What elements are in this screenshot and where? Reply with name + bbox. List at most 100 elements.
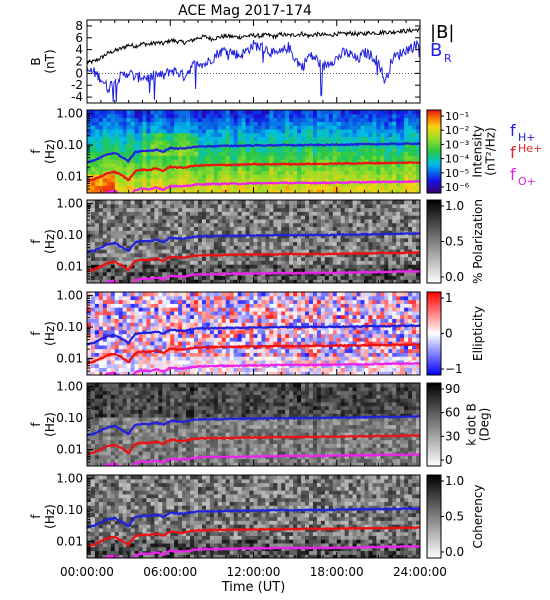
- legend-b-magnitude: |B|: [430, 22, 454, 43]
- f-h-line: [87, 323, 420, 346]
- colorbar: 1.0 0.5 0.0 Coherency: [426, 474, 485, 559]
- y-tick-label: 0.01: [56, 535, 83, 549]
- f-he-line: [87, 526, 420, 548]
- x-tick-label: 18:00:00: [310, 565, 364, 579]
- colorbar-tick-label: 10⁻²: [445, 124, 469, 137]
- colorbar-tick-label: 1.0: [445, 199, 464, 213]
- y-tick-label: 6: [75, 31, 83, 45]
- panel-polarization: 1.00 0.10 0.01 f (Hz) 1.0 0.5 0.0 % Polarization: [29, 197, 485, 284]
- colorbar-tick-label: 0: [445, 453, 453, 467]
- colorbar-tick-label: 10⁻³: [445, 138, 469, 151]
- y-axis-unit: (Hz): [43, 412, 57, 437]
- legend-b-radial: B: [430, 40, 442, 61]
- colorbar-tick-label: 0.0: [445, 545, 464, 559]
- colorbar: 90 60 30 0 k dot B (Deg): [426, 382, 492, 467]
- y-tick-label: 0.01: [56, 443, 83, 457]
- panel-k-dot-b: 1.00 0.10 0.01 f (Hz) 90 60 30 0 k dot B (Deg): [29, 380, 492, 467]
- f-he-line: [87, 433, 420, 456]
- legend-he-sub: He+: [518, 142, 542, 155]
- colorbar-tick-label: 60: [445, 406, 460, 420]
- colorbar-label: % Polarization: [471, 199, 485, 284]
- colorbar: 1.0 0.5 0.0 % Polarization: [426, 199, 485, 284]
- f-o-line: [102, 269, 420, 283]
- colorbar-frame: [426, 382, 442, 467]
- f-h-line: [87, 415, 420, 437]
- y-tick-label: 1.00: [56, 472, 83, 486]
- colorbar: 1 0 −1 Ellipticity: [426, 291, 485, 376]
- spectrogram: [87, 475, 420, 558]
- x-tick-label: 24:00:00: [393, 565, 447, 579]
- y-axis-unit: (Hz): [43, 504, 57, 529]
- y-tick-label: -2: [71, 78, 83, 92]
- x-tick-label: 06:00:00: [143, 565, 197, 579]
- colorbar-tick-label: 10⁻¹: [445, 110, 469, 123]
- series-line-b-radial: [86, 39, 421, 102]
- y-tick-label: 1.00: [56, 380, 83, 394]
- legend-h-sub: H+: [518, 131, 536, 144]
- colorbar-tick-label: 30: [445, 429, 460, 443]
- f-h-line: [87, 231, 420, 254]
- colorbar-tick-label: 10⁻⁵: [445, 167, 469, 180]
- f-he-line: [87, 250, 420, 273]
- y-tick-label: 0: [75, 66, 83, 80]
- y-tick-label: 0.10: [56, 503, 83, 517]
- y-tick-label: 0.10: [56, 320, 83, 334]
- colorbar-tick-label: 0.0: [445, 270, 464, 284]
- x-axis-label: Time (UT): [221, 580, 286, 595]
- colorbar-tick-label: 0: [445, 327, 453, 341]
- y-tick-label: 1.00: [56, 107, 83, 121]
- colorbar-frame: [426, 109, 442, 194]
- y-axis-unit: (Hz): [43, 321, 57, 346]
- y-axis-unit: (Hz): [43, 229, 57, 254]
- colorbar-tick-label: 1.0: [445, 474, 464, 488]
- y-tick-label: 0.01: [56, 260, 83, 274]
- colorbar-tick-label: 90: [445, 382, 460, 396]
- y-tick-label: 4: [75, 43, 83, 57]
- f-he-line: [87, 161, 420, 183]
- legend-o-f: f: [510, 165, 516, 184]
- y-tick-label: 0.10: [56, 411, 83, 425]
- y-axis-label: f: [29, 422, 43, 427]
- colorbar-tick-label: 10⁻⁶: [445, 181, 470, 194]
- f-o-line: [102, 361, 420, 375]
- x-tick-label: 00:00:00: [60, 565, 114, 579]
- x-tick-label: 12:00:00: [227, 565, 281, 579]
- y-axis-label: f: [29, 149, 43, 154]
- y-tick-label: 2: [75, 55, 83, 69]
- f-o-line: [102, 452, 420, 466]
- colorbar-label: Coherency: [471, 484, 485, 548]
- f-he-line: [87, 342, 420, 365]
- legend-o-sub: O+: [518, 175, 536, 188]
- colorbar-label: Ellipticity: [471, 306, 485, 361]
- plot-title: ACE Mag 2017-174: [178, 3, 312, 19]
- colorbar-tick-label: 0.5: [445, 235, 464, 249]
- f-h-line: [87, 142, 420, 164]
- colorbar-label: (Deg): [478, 408, 492, 442]
- legend-he-f: f: [510, 143, 516, 162]
- panel-coherency: 1.00 0.10 0.01 f (Hz) 1.0 0.5 0.0 Coherency: [29, 472, 485, 559]
- f-o-line: [103, 544, 420, 558]
- y-tick-label: -4: [71, 90, 83, 104]
- colorbar-tick-label: 0.5: [445, 510, 464, 524]
- y-tick-label: 0.10: [56, 138, 83, 152]
- y-axis-label: f: [29, 331, 43, 336]
- y-tick-label: 0.01: [56, 170, 83, 184]
- colorbar-label: Intensity: [471, 125, 485, 177]
- colorbar-label: (nT²/Hz): [484, 127, 498, 175]
- legend-b-radial-sub: R: [444, 52, 452, 65]
- series-line-b-magnitude: [86, 26, 421, 65]
- f-h-line: [87, 506, 420, 529]
- spectrogram: [87, 292, 420, 375]
- y-axis-label: B: [29, 57, 43, 65]
- y-axis-label: f: [29, 514, 43, 519]
- y-axis-label: f: [29, 239, 43, 244]
- y-axis-unit: (nT): [43, 49, 57, 73]
- panel-intensity: 1.000.100.01f (Hz)10⁻¹10⁻²10⁻³10⁻⁴10⁻⁵10⁻…: [29, 107, 542, 194]
- legend-h-f: f: [510, 121, 516, 140]
- colorbar-tick-label: 1: [445, 291, 453, 305]
- panel-ellipticity: 1.00 0.10 0.01 f (Hz) 1 0 −1 Ellipticity: [29, 289, 485, 376]
- y-tick-label: 0.10: [56, 228, 83, 242]
